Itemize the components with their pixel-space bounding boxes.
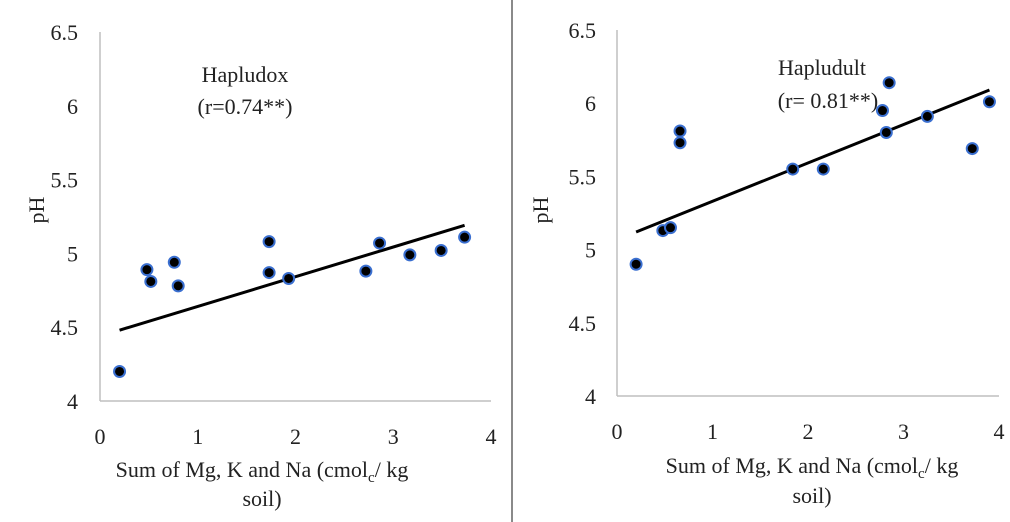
y-axis-title: pH xyxy=(528,196,553,223)
data-point xyxy=(673,136,687,150)
y-tick-label: 5 xyxy=(585,238,596,263)
x-tick-label: 2 xyxy=(803,419,814,444)
data-point xyxy=(403,248,417,262)
correlation-annotation: (r= 0.81**) xyxy=(778,88,878,113)
y-tick-label: 4.5 xyxy=(51,315,79,340)
data-point xyxy=(816,162,830,176)
y-tick-label: 5 xyxy=(67,241,78,266)
y-tick-label: 6.5 xyxy=(569,18,597,43)
chart-title: Hapludox xyxy=(202,62,289,87)
y-tick-label: 6.5 xyxy=(51,20,79,45)
data-point xyxy=(786,162,800,176)
x-tick-label: 0 xyxy=(612,419,623,444)
data-point xyxy=(875,104,889,118)
x-tick-label: 3 xyxy=(388,424,399,449)
data-point xyxy=(282,271,296,285)
data-point xyxy=(167,255,181,269)
correlation-annotation: (r=0.74**) xyxy=(198,94,293,119)
data-point xyxy=(673,124,687,138)
y-tick-label: 6 xyxy=(67,94,78,119)
data-point xyxy=(373,236,387,250)
x-tick-label: 0 xyxy=(95,424,106,449)
chart-hapludult: 4 4.5 5 5.5 6 6.5 0 1 2 3 4 pH Sum of Mg, K and Na (… xyxy=(528,18,1005,508)
data-point xyxy=(140,263,154,277)
y-tick-label: 4 xyxy=(585,384,596,409)
data-point xyxy=(458,230,472,244)
y-tick-label: 4 xyxy=(67,389,78,414)
data-point xyxy=(144,274,158,288)
x-axis-title: Sum of Mg, K and Na (cmolc/ kg xyxy=(116,457,409,486)
x-axis-title: Sum of Mg, K and Na (cmolc/ kg xyxy=(666,453,959,482)
chart-title: Hapludult xyxy=(778,55,866,80)
x-axis-title-line2: soil) xyxy=(242,486,281,511)
y-tick-label: 4.5 xyxy=(569,311,597,336)
x-tick-label: 4 xyxy=(994,419,1005,444)
y-tick-label: 5.5 xyxy=(51,168,79,193)
data-point xyxy=(359,264,373,278)
x-tick-label: 3 xyxy=(898,419,909,444)
data-point xyxy=(262,266,276,280)
x-tick-label: 2 xyxy=(290,424,301,449)
y-tick-label: 6 xyxy=(585,91,596,116)
y-tick-label: 5.5 xyxy=(569,164,597,189)
data-point xyxy=(879,125,893,139)
x-tick-label: 4 xyxy=(486,424,497,449)
data-point xyxy=(982,95,996,109)
chart-hapludox: 4 4.5 5 5.5 6 6.5 0 1 2 3 4 pH Sum of Mg, K and Na (… xyxy=(24,20,497,511)
data-point xyxy=(920,109,934,123)
data-point xyxy=(171,279,185,293)
data-point xyxy=(629,257,643,271)
x-tick-label: 1 xyxy=(707,419,718,444)
data-point xyxy=(663,221,677,235)
data-point xyxy=(434,243,448,257)
data-point xyxy=(262,235,276,249)
data-point xyxy=(882,76,896,90)
data-point xyxy=(965,142,979,156)
y-axis-title: pH xyxy=(24,196,49,223)
x-axis-title-line2: soil) xyxy=(792,483,831,508)
x-tick-label: 1 xyxy=(192,424,203,449)
data-point xyxy=(113,364,127,378)
